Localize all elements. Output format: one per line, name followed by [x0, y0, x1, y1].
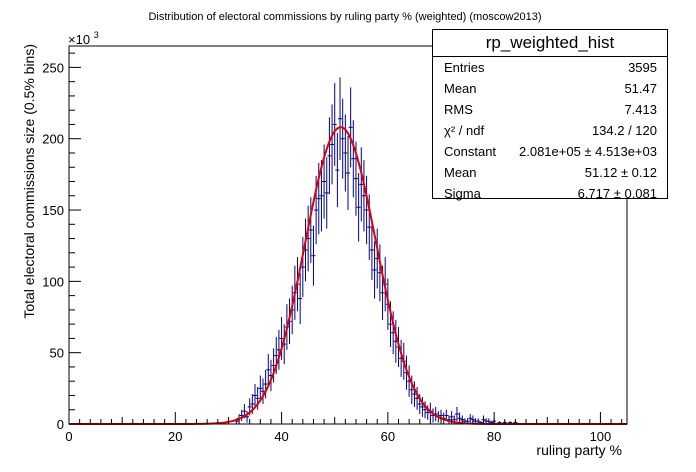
histogram-bin — [279, 317, 284, 360]
x-tick-label: 80 — [487, 429, 501, 444]
stats-label: χ² / ndf — [444, 123, 485, 138]
stats-label: Mean — [444, 165, 477, 180]
histogram-bin — [343, 114, 348, 192]
histogram-bin — [420, 396, 425, 417]
stats-label: Mean — [444, 81, 477, 96]
y-tick-label: 150 — [42, 203, 64, 218]
histogram-bin — [454, 406, 459, 422]
stats-value: 134.2 / 120 — [591, 123, 657, 138]
y-axis-label: Total electoral commissions size (0.5% b… — [21, 44, 37, 319]
x-axis-label: ruling party % — [536, 442, 622, 458]
stats-value: 3595 — [628, 60, 657, 75]
histogram-bin — [340, 98, 345, 179]
stats-row: Constant 2.081e+05 ± 4.513e+03 — [433, 141, 667, 162]
y-exponent-base: ×10 — [68, 32, 90, 47]
histogram-bin — [253, 384, 257, 407]
y-tick-label: 200 — [42, 132, 64, 147]
stats-label: RMS — [444, 102, 473, 117]
stats-label: Entries — [444, 60, 485, 75]
y-exponent-power: 3 — [94, 30, 99, 40]
histogram-bin — [300, 237, 305, 298]
histogram-bin — [330, 104, 335, 185]
histogram-bin — [412, 381, 417, 407]
histogram-bin — [348, 87, 353, 168]
x-tick-label: 60 — [381, 429, 395, 444]
histogram-bin — [364, 175, 369, 245]
histogram-bin — [351, 120, 356, 198]
histogram-bin — [245, 411, 250, 423]
stats-box: rp_weighted_hist Entries 3595 Mean 51.47 RMS… — [432, 29, 668, 201]
axis-layer: 0 20 40 60 80 100 0 50 100 150 200 250 — [42, 52, 623, 444]
histogram-bin — [271, 348, 276, 383]
histogram-bin — [260, 378, 265, 405]
y-tick-label: 50 — [50, 346, 64, 361]
histogram-bin — [319, 160, 324, 232]
y-tick-label: 0 — [57, 417, 64, 432]
stats-label: Sigma — [444, 186, 481, 201]
histogram-bin — [324, 157, 329, 229]
y-exponent-label: ×10 3 — [68, 30, 99, 47]
histogram-bin — [468, 414, 473, 423]
x-tick-label: 20 — [168, 429, 182, 444]
x-tick-label: 40 — [274, 429, 288, 444]
histogram-bin — [327, 117, 332, 195]
chart-title: Distribution of electoral commissions by… — [148, 11, 541, 23]
histogram-bin — [338, 77, 343, 161]
histogram-bin — [258, 375, 263, 402]
stats-value: 2.081e+05 ± 4.513e+03 — [519, 144, 657, 159]
histogram-bin — [266, 354, 271, 386]
histogram-bin — [423, 401, 428, 419]
stats-row: Sigma 6.717 ± 0.081 — [433, 183, 667, 204]
stats-row: Entries 3595 — [433, 57, 667, 78]
x-tick-label: 100 — [590, 429, 612, 444]
stats-label: Constant — [444, 144, 497, 159]
histogram-bin — [335, 133, 340, 208]
stats-row: Mean 51.47 — [433, 78, 667, 99]
histogram-bin — [255, 386, 260, 410]
stats-value: 51.47 — [624, 81, 657, 96]
histogram-bin — [332, 83, 337, 166]
histogram-bin — [311, 225, 316, 286]
stats-rows: Entries 3595 Mean 51.47 RMS 7.413 χ² / ndf 134.… — [433, 57, 667, 204]
histogram-bin — [359, 147, 364, 222]
histogram-bin — [308, 197, 313, 263]
histogram-bin — [372, 241, 377, 299]
stats-row: Mean 51.12 ± 0.12 — [433, 162, 667, 183]
histogram-bin — [346, 135, 350, 211]
y-tick-label: 250 — [42, 60, 64, 75]
histogram-bin — [239, 409, 244, 422]
y-tick-label: 100 — [42, 274, 64, 289]
x-tick-label: 0 — [65, 429, 72, 444]
stats-value: 6.717 ± 0.081 — [577, 186, 657, 201]
histogram-bin — [409, 375, 414, 405]
stats-row: RMS 7.413 — [433, 99, 667, 120]
stats-value: 7.413 — [624, 102, 657, 117]
plot-frame — [68, 45, 628, 425]
histogram-bin — [298, 272, 303, 325]
histogram-bin — [263, 369, 268, 399]
stats-row: χ² / ndf 134.2 / 120 — [433, 120, 667, 141]
histogram-bin — [369, 220, 374, 280]
stats-value: 51.12 ± 0.12 — [584, 165, 657, 180]
histogram-bin — [415, 386, 420, 410]
histogram-bin — [356, 172, 361, 242]
histogram-bin — [361, 160, 366, 232]
stats-title: rp_weighted_hist — [433, 30, 667, 57]
